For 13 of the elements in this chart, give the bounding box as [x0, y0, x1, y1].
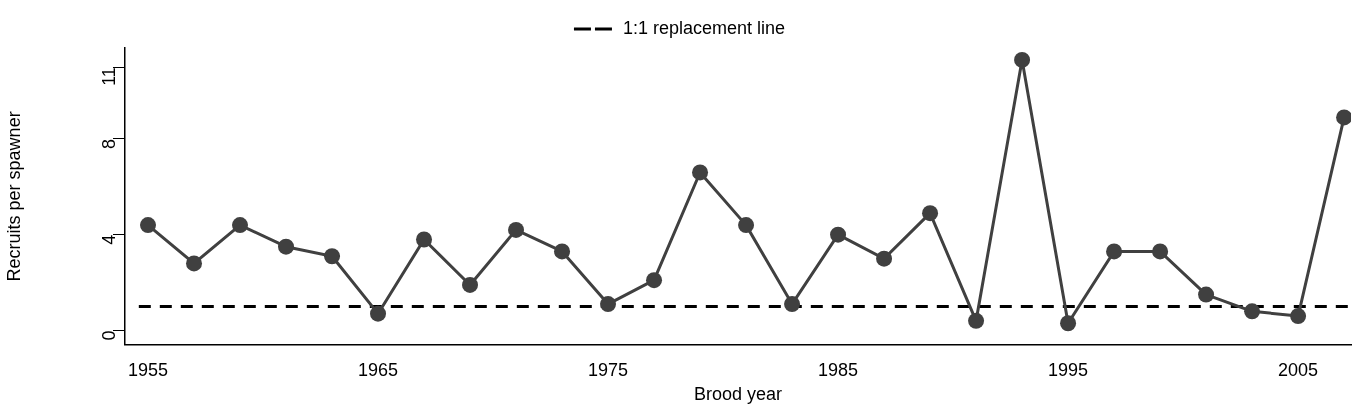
y-axis-title: Recruits per spawner [3, 111, 24, 282]
legend-label: 1:1 replacement line [622, 17, 786, 38]
y-tick-label: 8 [98, 138, 119, 149]
y-tick-label: 0 [98, 330, 119, 341]
y-tick-label: 11 [98, 67, 119, 86]
y-tick-label: 4 [98, 234, 119, 245]
x-tick-label: 1985 [818, 359, 859, 380]
x-tick-label: 1975 [588, 359, 629, 380]
x-tick-label: 1965 [358, 359, 399, 380]
x-tick-label: 1995 [1048, 359, 1089, 380]
x-axis-title: Brood year [693, 384, 783, 405]
x-tick-label: 2005 [1278, 359, 1319, 380]
x-tick-label: 1955 [127, 359, 169, 380]
